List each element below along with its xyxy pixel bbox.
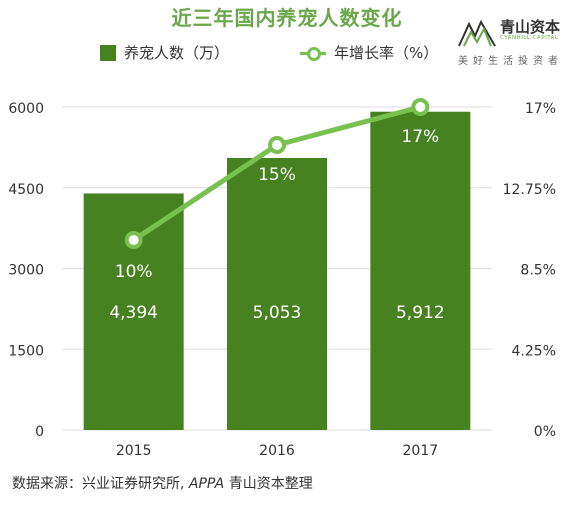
chart-title: 近三年国内养宠人数变化 <box>171 6 403 30</box>
growth-rate-label: 15% <box>258 165 296 185</box>
bar-value-label: 4,394 <box>109 303 158 323</box>
bar <box>227 157 327 430</box>
x-axis-tick-label: 2015 <box>116 443 152 459</box>
right-axis-tick-label: 12.75% <box>503 182 556 198</box>
left-axis-tick-label: 0 <box>35 424 44 440</box>
source-prefix: 数据来源：兴业证券研究所, <box>12 476 189 492</box>
right-axis-tick-label: 0% <box>534 424 556 440</box>
growth-point <box>268 136 286 154</box>
x-axis-tick-label: 2017 <box>403 443 439 459</box>
logo-tagline: 美好生活投资者 <box>458 56 563 67</box>
chart-plot: 0 0% 1500 4.25% 3000 8.5% 4500 12.75% 6000 17% 4,3… <box>8 98 556 459</box>
data-source: 数据来源：兴业证券研究所, APPA 青山资本整理 <box>12 473 313 493</box>
growth-rate-label: 17% <box>401 127 439 147</box>
left-axis-tick-label: 1500 <box>8 343 44 359</box>
left-axis-tick-label: 4500 <box>8 182 44 198</box>
right-axis-tick-label: 4.25% <box>512 343 556 359</box>
right-axis-tick-label: 17% <box>525 101 556 117</box>
left-axis-tick-label: 3000 <box>8 263 44 279</box>
bar-value-label: 5,912 <box>396 303 445 323</box>
x-axis-tick-label: 2016 <box>259 443 295 459</box>
legend-item-line: 年增长率（%） <box>300 42 438 63</box>
legend-bar-swatch <box>100 44 116 61</box>
logo-subtitle: CYANHILL CAPITAL <box>500 35 559 41</box>
legend-line-swatch <box>300 45 326 61</box>
growth-rate-label: 10% <box>115 262 153 282</box>
legend-bar-label: 养宠人数（万） <box>124 44 230 62</box>
right-axis-tick-label: 8.5% <box>520 263 556 279</box>
source-suffix: 青山资本整理 <box>224 476 313 492</box>
bar <box>370 111 471 430</box>
legend-line-label: 年增长率（%） <box>334 44 439 62</box>
growth-point <box>124 231 143 249</box>
brand-logo: 青山资本 CYANHILL CAPITAL 美好生活投资者 <box>458 16 570 70</box>
mountain-logo-icon <box>458 19 496 47</box>
legend-item-bar: 养宠人数（万） <box>100 42 229 63</box>
growth-point <box>411 98 430 116</box>
left-axis-tick-label: 6000 <box>8 101 44 117</box>
logo-name: 青山资本 <box>500 18 561 36</box>
source-italic: APPA <box>188 476 225 492</box>
bar-value-label: 5,053 <box>253 303 302 323</box>
